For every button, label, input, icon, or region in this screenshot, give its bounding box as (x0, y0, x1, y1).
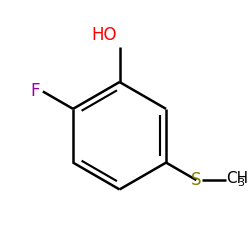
Text: S: S (191, 171, 202, 189)
Text: 3: 3 (237, 178, 244, 188)
Text: HO: HO (92, 26, 117, 44)
Text: F: F (30, 82, 40, 100)
Text: CH: CH (226, 171, 248, 186)
